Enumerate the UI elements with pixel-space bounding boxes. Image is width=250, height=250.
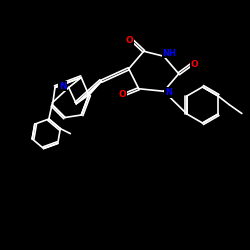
Text: O: O [118,90,126,99]
Text: O: O [191,60,198,69]
Text: N: N [165,88,172,97]
Text: N: N [59,82,66,91]
Text: O: O [126,36,134,45]
Text: NH: NH [162,49,176,58]
